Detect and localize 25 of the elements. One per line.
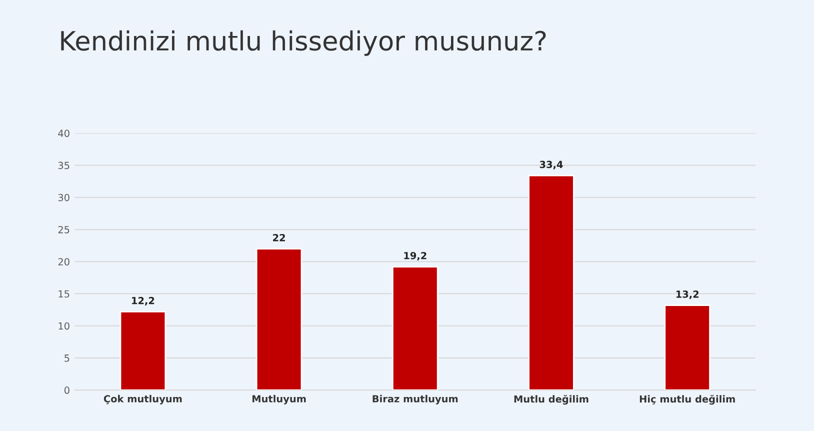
data-label: 19,2 <box>404 252 426 261</box>
bar <box>528 174 574 390</box>
y-tick-label: 0 <box>64 386 70 394</box>
chart-title: Kendinizi mutlu hissediyor musunuz? <box>61 30 546 56</box>
data-label: 12,2 <box>132 296 154 306</box>
data-label: 22 <box>273 234 285 242</box>
bar <box>120 311 166 390</box>
data-label: 13,2 <box>676 290 698 300</box>
y-tick-label: 35 <box>58 162 70 170</box>
bar <box>256 248 302 390</box>
x-tick-label: Çok mutluyum <box>104 394 182 404</box>
y-tick-label: 30 <box>58 194 70 202</box>
x-tick-label: Biraz mutluyum <box>372 394 458 404</box>
y-tick-label: 5 <box>64 354 70 362</box>
y-tick-label: 20 <box>58 258 70 266</box>
x-tick-label: Mutluyum <box>252 394 306 404</box>
y-tick-label: 40 <box>58 130 70 138</box>
y-tick-label: 25 <box>58 226 70 234</box>
bar <box>664 304 710 390</box>
y-tick-label: 10 <box>58 322 70 330</box>
bar <box>392 266 438 390</box>
x-tick-label: Mutlu değilim <box>514 394 588 405</box>
y-tick-label: 15 <box>58 290 70 298</box>
x-tick-label: Hiç mutlu değilim <box>640 394 735 405</box>
data-label: 33,4 <box>540 160 563 170</box>
